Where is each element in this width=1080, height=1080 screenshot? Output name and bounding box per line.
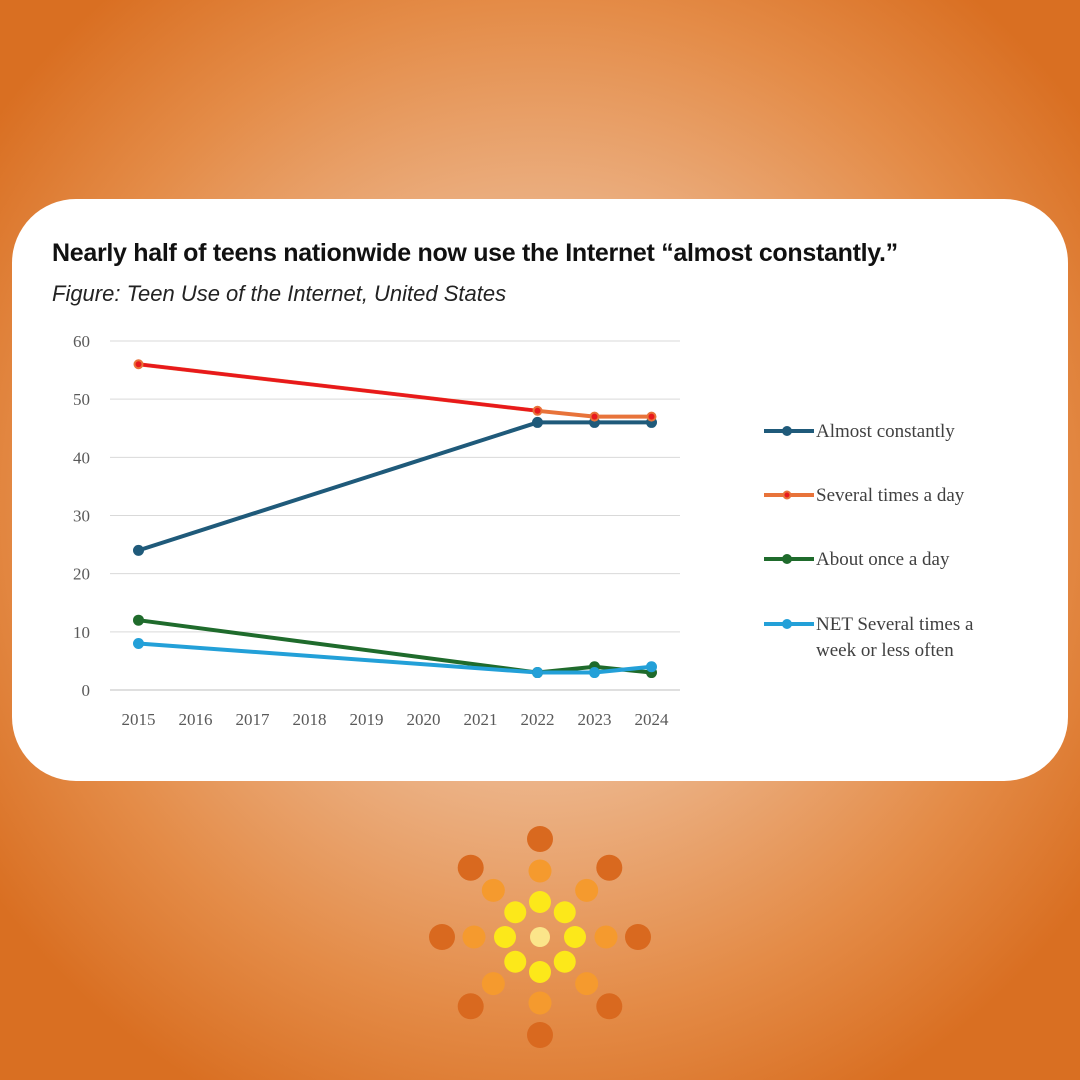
y-tick-label: 30 xyxy=(73,507,90,526)
x-tick-label: 2016 xyxy=(179,710,213,729)
logo-dot-outer xyxy=(596,993,623,1020)
x-tick-label: 2022 xyxy=(521,710,555,729)
logo-dot-inner xyxy=(494,926,516,948)
logo-dot-outer xyxy=(527,1022,553,1048)
y-tick-label: 40 xyxy=(73,448,90,467)
chart-subtitle: Figure: Teen Use of the Internet, United… xyxy=(52,281,507,306)
chart-headline: Nearly half of teens nationwide now use … xyxy=(52,239,898,267)
data-point-net-several-times-a-week-or-less-often xyxy=(589,667,600,679)
y-tick-label: 20 xyxy=(73,565,90,584)
data-point-almost-constantly xyxy=(532,416,543,428)
line-chart: 0 10 20 30 40 50 60 2015 2016 2017 2018 2019 2020 202… xyxy=(73,332,974,729)
logo-dot-middle xyxy=(481,878,505,902)
y-tick-label: 60 xyxy=(73,332,90,351)
data-point-net-several-times-a-week-or-less-often xyxy=(133,637,144,649)
logo-dot-inner xyxy=(529,891,551,913)
legend-swatch-marker xyxy=(782,490,792,500)
logo-dot-middle xyxy=(462,925,486,949)
logo-dot-outer xyxy=(457,854,484,881)
legend-label: Almost constantly xyxy=(816,421,955,442)
logo-dot-middle xyxy=(594,925,618,949)
series-line-highlight-segment xyxy=(136,362,540,413)
data-point-net-several-times-a-week-or-less-often xyxy=(646,661,657,673)
data-point-several-times-a-day xyxy=(646,411,657,422)
x-tick-label: 2017 xyxy=(236,710,271,729)
logo-dot-outer xyxy=(596,854,623,881)
x-tick-label: 2024 xyxy=(635,710,670,729)
chart-card: Nearly half of teens nationwide now use … xyxy=(12,199,1068,781)
x-tick-label: 2019 xyxy=(350,710,384,729)
logo-dot-outer xyxy=(527,826,553,852)
legend-swatch-marker xyxy=(782,426,792,436)
logo-dot-inner xyxy=(564,926,586,948)
legend-swatch-marker xyxy=(782,619,792,629)
logo-dot-middle xyxy=(575,878,599,902)
series-line-net-several-times-a-week-or-less-often xyxy=(136,641,654,675)
logo-dot-middle xyxy=(528,991,552,1015)
legend-label: week or less often xyxy=(816,640,954,661)
logo-dot-center xyxy=(530,927,550,947)
x-tick-label: 2018 xyxy=(293,710,327,729)
x-tick-label: 2015 xyxy=(122,710,156,729)
logo-dot-outer xyxy=(429,924,455,950)
x-tick-label: 2021 xyxy=(464,710,498,729)
y-tick-label: 50 xyxy=(73,390,90,409)
data-point-about-once-a-day xyxy=(133,614,144,626)
logo-dot-inner xyxy=(553,950,576,973)
legend-label: About once a day xyxy=(816,549,950,570)
data-point-net-several-times-a-week-or-less-often xyxy=(532,667,543,679)
logo-dot-inner xyxy=(504,901,527,924)
x-tick-label: 2023 xyxy=(578,710,612,729)
data-point-several-times-a-day xyxy=(133,359,144,370)
logo-dot-middle xyxy=(481,972,505,996)
data-point-several-times-a-day xyxy=(532,405,543,416)
data-point-several-times-a-day xyxy=(589,411,600,422)
data-point-almost-constantly xyxy=(133,544,144,556)
series-line-almost-constantly xyxy=(136,420,654,553)
logo-dot-inner xyxy=(553,901,576,924)
legend-label: Several times a day xyxy=(816,485,965,506)
y-tick-label: 0 xyxy=(82,681,91,700)
sun-burst-dots-logo xyxy=(429,826,651,1048)
legend-label: NET Several times a xyxy=(816,614,974,635)
logo-dot-inner xyxy=(504,950,527,973)
logo-dot-middle xyxy=(575,972,599,996)
logo-dot-middle xyxy=(528,859,552,883)
logo-dot-outer xyxy=(625,924,651,950)
legend-swatch-marker xyxy=(782,554,792,564)
x-tick-label: 2020 xyxy=(407,710,441,729)
series-line-about-once-a-day xyxy=(136,618,654,675)
logo-dot-outer xyxy=(457,993,484,1020)
y-tick-label: 10 xyxy=(73,623,90,642)
logo-dot-inner xyxy=(529,961,551,983)
